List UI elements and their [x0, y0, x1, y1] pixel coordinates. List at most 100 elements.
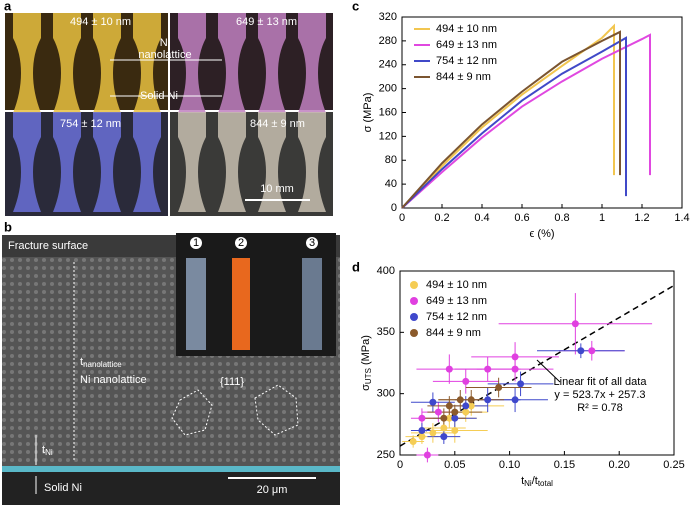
point	[451, 426, 459, 434]
y-tick-label: 200	[379, 83, 397, 95]
sample	[178, 112, 206, 212]
sample	[93, 13, 121, 113]
line	[401, 30, 621, 209]
sample	[218, 13, 246, 113]
point	[462, 377, 470, 385]
subscript: UTS	[364, 368, 373, 384]
point	[418, 414, 426, 422]
axis-text: ϵ (%)	[529, 228, 554, 240]
legend-swatch	[410, 329, 418, 337]
annotation: tNi	[42, 444, 53, 457]
x-tick-label: 0.8	[554, 212, 569, 224]
legend-swatch	[410, 297, 418, 305]
point	[445, 365, 453, 373]
subscript: total	[538, 479, 553, 488]
y-tick-label: 250	[377, 449, 395, 461]
point	[445, 414, 453, 422]
sample	[298, 13, 326, 113]
x-tick-label: 0.4	[474, 212, 489, 224]
solid-layer	[2, 466, 340, 472]
x-tick-label: 1.4	[674, 212, 689, 224]
x-tick-label: 0.05	[444, 459, 465, 471]
panel-label: d	[352, 259, 360, 274]
sample	[258, 112, 286, 212]
plot-frame	[399, 270, 675, 456]
grain-outline	[171, 389, 213, 436]
sample	[218, 112, 246, 212]
sample	[186, 258, 206, 350]
point	[462, 408, 470, 416]
axis-text: σ (MPa)	[362, 93, 374, 133]
point	[467, 402, 475, 410]
sample	[13, 112, 41, 212]
x-tick-label: 0	[397, 459, 403, 471]
y-tick-label: 400	[377, 265, 395, 277]
x-tick-label: 1.2	[634, 212, 649, 224]
y-tick-label: 300	[377, 388, 395, 400]
legend-swatch	[410, 313, 418, 321]
point	[484, 365, 492, 373]
point	[451, 408, 459, 416]
legend-label: 754 ± 12 nm	[436, 55, 497, 67]
x-axis-label: tNi/ttotal	[521, 475, 553, 488]
x-tick-label: 0.25	[663, 459, 684, 471]
annotation: {111}	[220, 376, 244, 388]
point	[467, 396, 475, 404]
annotation: Solid Ni	[140, 90, 178, 102]
annotation: Solid Ni	[44, 482, 82, 494]
legend-label: 494 ± 10 nm	[426, 279, 487, 291]
point	[423, 451, 431, 459]
y-tick-label: 240	[379, 59, 397, 71]
sample	[178, 13, 206, 113]
y-axis-label: σ (MPa)	[362, 93, 374, 133]
y-axis-label: σUTS (MPa)	[360, 335, 373, 391]
point	[429, 398, 437, 406]
line	[401, 23, 615, 209]
size-label: 494 ± 10 nm	[70, 16, 131, 28]
sample	[133, 112, 161, 212]
scale-label: 10 mm	[260, 183, 294, 195]
step-label: 1	[193, 237, 199, 249]
y-tick-label: 0	[391, 202, 397, 214]
legend-label: 494 ± 10 nm	[436, 23, 497, 35]
y-tick-label: 280	[379, 35, 397, 47]
x-tick-label: 0	[399, 212, 405, 224]
subscript: Ni	[524, 479, 532, 488]
point	[451, 414, 459, 422]
size-label: 844 ± 9 nm	[250, 118, 305, 130]
point	[462, 402, 470, 410]
sample	[133, 13, 161, 113]
y-tick-label: 80	[385, 154, 397, 166]
subscript: Ni	[45, 448, 53, 457]
fit-line	[399, 284, 675, 447]
subscript: nanolattice	[83, 360, 122, 369]
x-tick-label: 0.15	[554, 459, 575, 471]
annotation-arrow	[536, 359, 561, 383]
sample	[298, 112, 326, 212]
x-tick-label: 0.20	[608, 459, 629, 471]
size-label: 649 ± 13 nm	[236, 16, 297, 28]
axis-text: σ	[360, 384, 372, 391]
x-tick-label: 0.2	[434, 212, 449, 224]
symbol: t	[42, 444, 45, 456]
legend-label: 649 ± 13 nm	[436, 39, 497, 51]
sample	[258, 13, 286, 113]
annotation: Ni nanolattice	[138, 37, 191, 61]
y-tick-label: 320	[379, 11, 397, 23]
axis-text: t	[521, 475, 524, 487]
x-axis-label: ϵ (%)	[529, 228, 554, 240]
point	[577, 347, 585, 355]
y-tick-label: 160	[379, 106, 397, 118]
size-label: 754 ± 12 nm	[60, 118, 121, 130]
point	[409, 438, 417, 446]
annotation: y = 523.7x + 257.3	[554, 389, 645, 401]
legend-label: 844 ± 9 nm	[436, 71, 491, 83]
legend-label: 754 ± 12 nm	[426, 311, 487, 323]
x-tick-label: 1	[599, 212, 605, 224]
point	[440, 424, 448, 432]
step-marker	[190, 237, 202, 249]
point	[418, 426, 426, 434]
point	[511, 353, 519, 361]
subscript: /t	[532, 475, 538, 487]
